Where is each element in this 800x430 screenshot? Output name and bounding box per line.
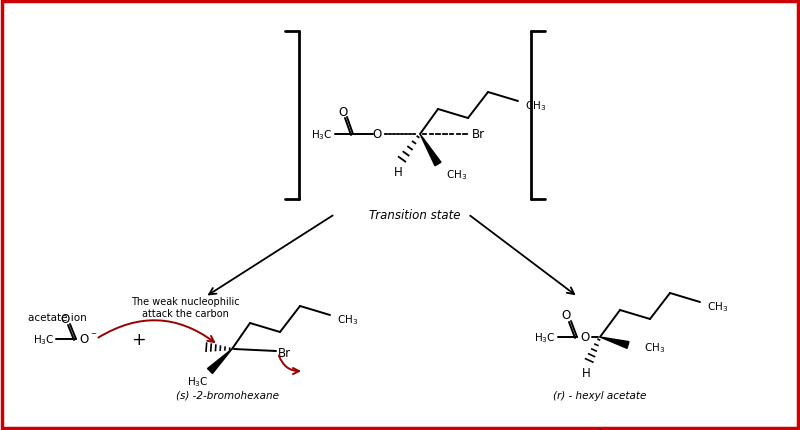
Polygon shape — [207, 349, 232, 374]
Text: O: O — [562, 309, 570, 322]
FancyArrowPatch shape — [98, 320, 214, 342]
Text: $^-$: $^-$ — [89, 330, 98, 340]
Text: Br: Br — [278, 347, 291, 359]
Text: H$_3$C: H$_3$C — [534, 330, 556, 344]
Polygon shape — [420, 135, 441, 166]
Text: +: + — [590, 425, 610, 430]
Text: CH$_3$: CH$_3$ — [337, 312, 358, 326]
Text: H$_3$C: H$_3$C — [34, 332, 54, 346]
Text: O: O — [60, 313, 70, 326]
Text: CH$_3$: CH$_3$ — [525, 99, 546, 113]
Text: O: O — [338, 106, 348, 119]
Text: H: H — [582, 367, 590, 380]
Text: H$_3$C: H$_3$C — [311, 128, 333, 141]
Text: Br: Br — [472, 128, 485, 141]
Text: (s) -2-bromohexane: (s) -2-bromohexane — [175, 390, 278, 400]
Text: H: H — [394, 166, 402, 179]
Text: CH$_3$: CH$_3$ — [707, 299, 728, 313]
Text: H$_3$C: H$_3$C — [187, 374, 209, 388]
Text: CH$_3$: CH$_3$ — [644, 340, 666, 354]
Text: (r) - hexyl acetate: (r) - hexyl acetate — [554, 390, 646, 400]
Text: Transition state: Transition state — [370, 209, 461, 222]
Text: O: O — [372, 128, 382, 141]
FancyArrowPatch shape — [279, 356, 299, 374]
Text: +: + — [130, 330, 146, 348]
Text: O: O — [79, 333, 89, 346]
Polygon shape — [600, 337, 629, 349]
Text: The weak nucleophilic
attack the carbon: The weak nucleophilic attack the carbon — [130, 297, 239, 318]
Text: CH$_3$: CH$_3$ — [446, 168, 467, 181]
Text: O: O — [580, 331, 590, 344]
Text: acetate ion: acetate ion — [28, 312, 86, 322]
